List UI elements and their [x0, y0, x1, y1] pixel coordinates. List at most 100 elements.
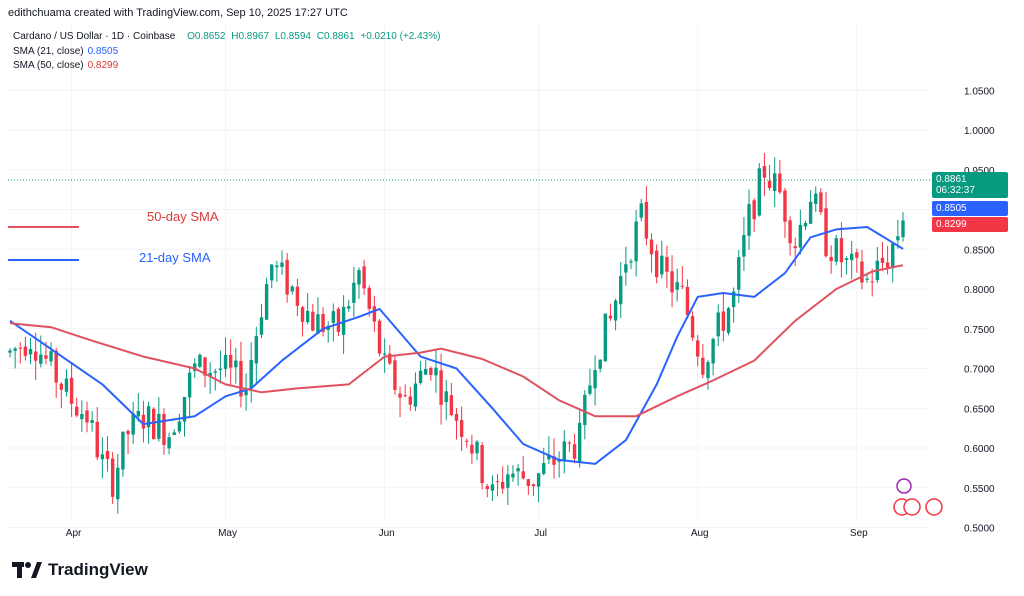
- dividend-event-icon: [896, 478, 912, 494]
- close-value: C0.8861: [316, 31, 355, 42]
- candle-body: [244, 388, 248, 396]
- candle-body: [470, 444, 474, 454]
- candle-body: [110, 458, 115, 497]
- tradingview-logo[interactable]: TradingView: [12, 560, 148, 580]
- candle-body: [506, 474, 510, 488]
- candle-body: [844, 258, 849, 260]
- sma50-line[interactable]: [9, 264, 904, 418]
- candle-body: [249, 359, 253, 389]
- candle-body: [660, 255, 664, 275]
- event-icons[interactable]: [893, 478, 943, 516]
- candle-body: [18, 347, 22, 349]
- candle-body: [752, 200, 756, 220]
- candle-body: [490, 484, 495, 491]
- candle-body: [701, 357, 705, 375]
- candle-body: [757, 168, 761, 216]
- candle-body: [80, 414, 84, 420]
- candle-body: [228, 354, 233, 368]
- candle-body: [64, 378, 69, 392]
- candle-body: [675, 282, 679, 290]
- candle-body: [613, 300, 618, 321]
- candle-body: [136, 411, 141, 417]
- candle-body: [500, 481, 505, 489]
- candle-body: [300, 307, 305, 322]
- candle-body: [388, 353, 392, 364]
- candle-body: [69, 377, 74, 404]
- y-tick-label: 1.0000: [964, 126, 995, 137]
- y-tick-label: 0.7500: [964, 325, 995, 336]
- bar-countdown: 06:32:37: [936, 185, 975, 196]
- candle-body: [49, 351, 53, 362]
- y-tick-label: 0.8500: [964, 245, 995, 256]
- candle-body: [223, 354, 228, 369]
- candle-body: [855, 252, 859, 258]
- sma21-label: SMA (21, close): [13, 46, 84, 57]
- candle-body: [624, 264, 628, 273]
- candle-body: [547, 454, 551, 460]
- sma50-tag-value: 0.8299: [936, 219, 967, 230]
- candle-body: [685, 286, 690, 315]
- candle-body: [536, 473, 541, 487]
- candle-body: [382, 353, 387, 355]
- candle-body: [665, 256, 669, 272]
- candle-body: [285, 259, 289, 295]
- candle-body: [131, 413, 135, 435]
- candle-body: [126, 430, 130, 435]
- candle-body: [803, 222, 808, 227]
- candle-body: [44, 355, 48, 359]
- candle-body: [567, 442, 572, 444]
- last-price-tag: 0.8861 06:32:37: [932, 172, 1008, 198]
- candle-body: [516, 468, 520, 472]
- last-price-value: 0.8861: [936, 174, 967, 185]
- candle-body: [152, 408, 156, 440]
- candle-body: [362, 266, 366, 289]
- candle-body: [28, 348, 33, 355]
- candle-body: [598, 359, 602, 369]
- candle-body: [259, 317, 264, 335]
- candle-body: [8, 350, 12, 353]
- change-value: +0.0210 (+2.43%): [360, 31, 441, 42]
- candle-body: [23, 346, 28, 356]
- candle-body: [526, 479, 531, 486]
- candle-body: [198, 354, 202, 367]
- candle-body: [182, 396, 187, 422]
- candle-body: [424, 368, 428, 375]
- sma50-annotation: 50-day SMA: [147, 209, 219, 224]
- candle-body: [311, 311, 315, 331]
- candle-body: [146, 406, 151, 428]
- candle-body: [603, 313, 608, 362]
- x-tick-label: Jul: [534, 528, 547, 539]
- sma21-legend[interactable]: SMA (21, close) 0.8505: [13, 46, 118, 57]
- x-tick-label: Apr: [66, 528, 82, 539]
- sma21-value: 0.8505: [87, 46, 119, 57]
- candle-body: [121, 431, 125, 470]
- candle-body: [577, 422, 582, 463]
- candle-body: [449, 395, 454, 416]
- candle-body: [59, 383, 64, 390]
- sma21-line[interactable]: [9, 226, 904, 465]
- candle-body: [814, 193, 818, 204]
- candle-body: [696, 340, 700, 357]
- tradingview-wordmark: TradingView: [48, 560, 148, 579]
- credit-line: edithchuama created with TradingView.com…: [8, 7, 348, 19]
- candle-body: [331, 311, 336, 323]
- candle-body: [860, 261, 864, 283]
- candle-body: [480, 445, 484, 484]
- candle-body: [429, 368, 433, 375]
- y-tick-label: 0.7000: [964, 365, 995, 376]
- sma50-legend[interactable]: SMA (50, close) 0.8299: [13, 60, 118, 71]
- time-axis: Apr May Jun Jul Aug Sep: [66, 528, 868, 539]
- candle-body: [495, 481, 500, 483]
- candle-body: [731, 291, 736, 308]
- sma21-price-tag: 0.8505: [932, 201, 1008, 216]
- candle-body: [834, 238, 838, 262]
- symbol-name[interactable]: Cardano / US Dollar · 1D · Coinbase: [13, 31, 176, 42]
- candle-body: [639, 203, 643, 218]
- candle-body: [562, 441, 566, 462]
- candle-body: [583, 394, 587, 425]
- candle-body: [808, 201, 813, 224]
- candle-body: [116, 467, 120, 500]
- candle-body: [767, 180, 772, 188]
- candle-body: [316, 314, 320, 334]
